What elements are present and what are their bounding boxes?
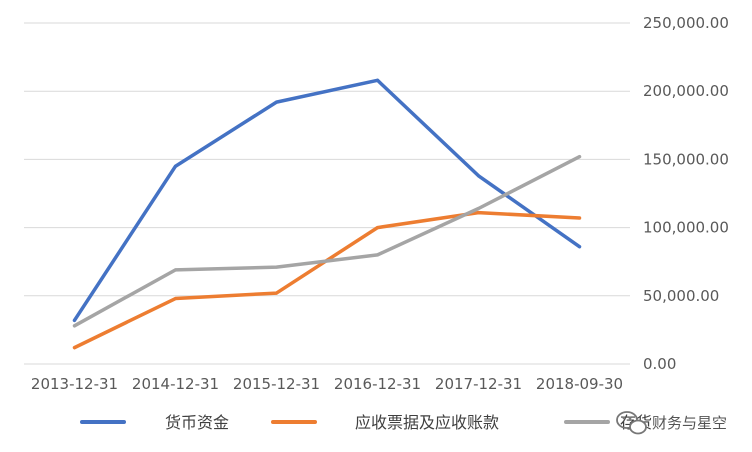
data-point — [73, 324, 76, 328]
data-point — [578, 245, 581, 249]
x-tick-label: 2013-12-31 — [31, 375, 118, 393]
wechat-icon — [616, 411, 647, 435]
y-tick-label: 150,000.00 — [643, 150, 729, 168]
watermark: 财务与星空 — [616, 411, 727, 435]
legend: 货币资金应收票据及应收账款存货 — [80, 413, 652, 432]
data-point — [376, 253, 379, 257]
series-line — [72, 154, 582, 328]
data-point — [275, 265, 278, 269]
data-point — [174, 297, 177, 301]
data-point — [174, 164, 177, 168]
legend-label: 应收票据及应收账款 — [355, 413, 499, 432]
data-point — [376, 78, 379, 82]
data-point — [376, 226, 379, 230]
y-tick-label: 0.00 — [643, 355, 676, 373]
x-tick-label: 2018-09-30 — [536, 375, 623, 393]
data-point — [275, 100, 278, 104]
y-tick-label: 50,000.00 — [643, 287, 719, 305]
x-axis-ticks: 2013-12-31 2014-12-31 2015-12-31 2016-12-31… — [31, 375, 623, 393]
x-tick-label: 2015-12-31 — [233, 375, 320, 393]
x-tick-label: 2017-12-31 — [435, 375, 522, 393]
data-point — [174, 268, 177, 272]
data-point — [73, 318, 76, 322]
data-point — [578, 216, 581, 220]
y-tick-label: 100,000.00 — [643, 219, 729, 237]
data-point — [275, 291, 278, 295]
x-tick-label: 2014-12-31 — [132, 375, 219, 393]
legend-label: 货币资金 — [165, 413, 229, 432]
watermark-text: 财务与星空 — [652, 414, 727, 432]
data-point — [477, 207, 480, 211]
gridlines — [24, 22, 630, 365]
y-tick-label: 250,000.00 — [643, 14, 729, 32]
series-line — [72, 210, 582, 350]
data-point — [477, 174, 480, 178]
y-axis-ticks: 0.00 50,000.00 100,000.00 150,000.00 200,000… — [643, 14, 729, 373]
series-line — [72, 78, 582, 323]
x-tick-label: 2016-12-31 — [334, 375, 421, 393]
data-point — [73, 346, 76, 350]
y-tick-label: 200,000.00 — [643, 82, 729, 100]
data-point — [578, 155, 581, 159]
data-point — [477, 211, 480, 215]
series-lines — [72, 78, 582, 350]
